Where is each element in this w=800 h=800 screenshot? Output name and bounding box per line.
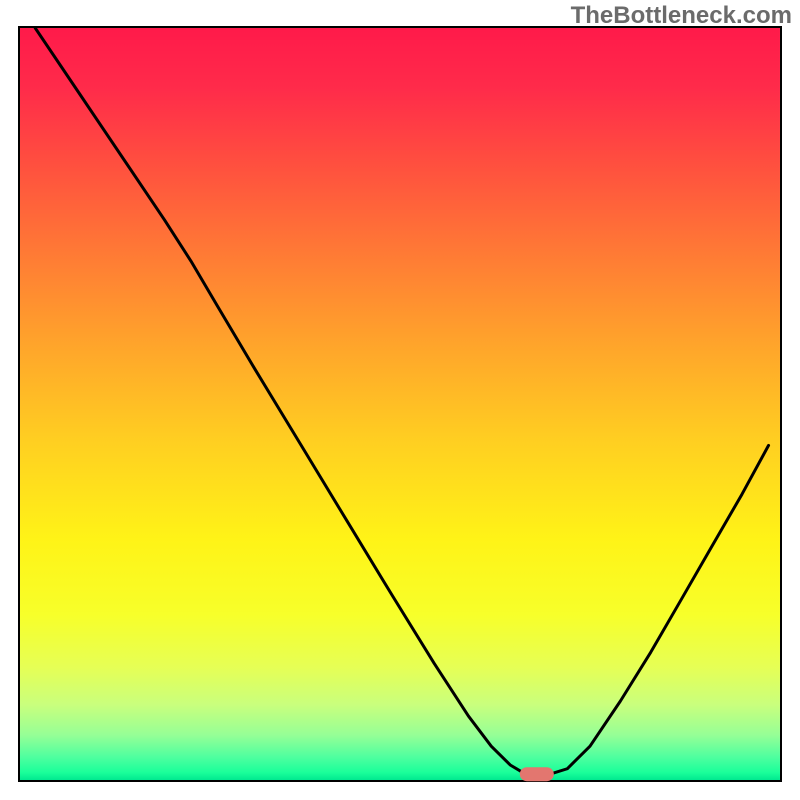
bottleneck-curve (20, 28, 780, 780)
plot-area (18, 26, 782, 782)
watermark-text: TheBottleneck.com (571, 2, 792, 30)
optimum-marker (520, 767, 554, 781)
chart-container: TheBottleneck.com (0, 0, 800, 800)
